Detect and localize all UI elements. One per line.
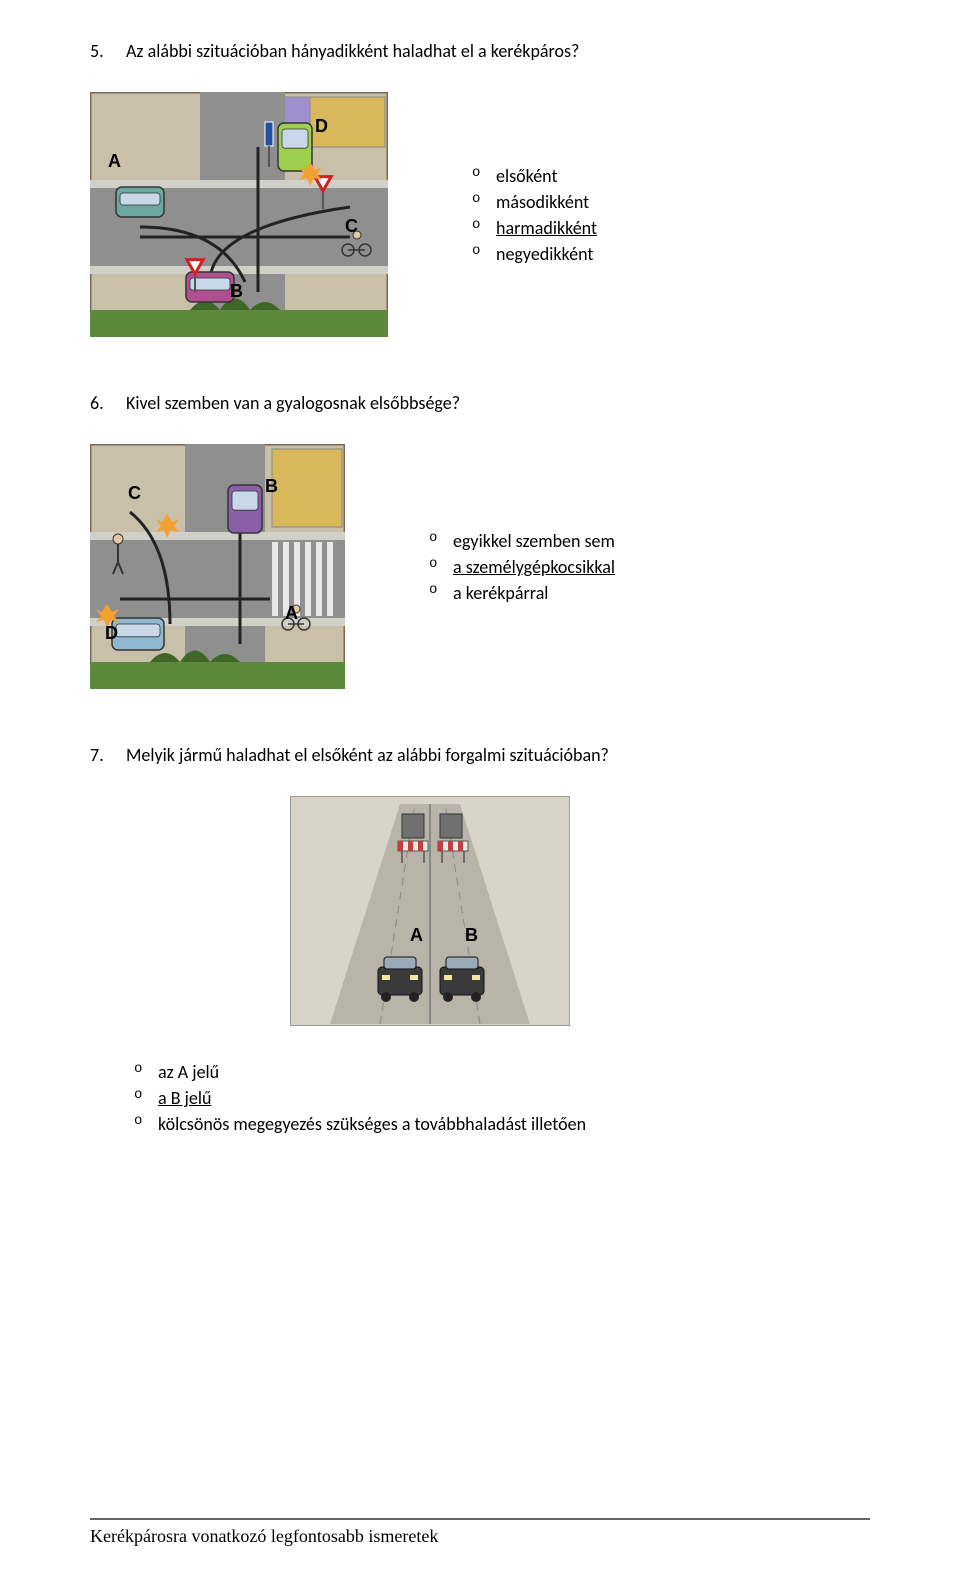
- svg-text:B: B: [230, 281, 243, 301]
- question-6: 6. Kivel szemben van a gyalogosnak elsőb…: [90, 392, 870, 694]
- svg-text:A: A: [410, 925, 423, 945]
- option-item[interactable]: másodikként: [472, 191, 597, 213]
- svg-text:A: A: [285, 603, 298, 623]
- svg-text:A: A: [108, 151, 121, 171]
- question-5: 5. Az alábbi szituációban hányadikként h…: [90, 40, 870, 342]
- question-7: 7. Melyik jármű haladhat el elsőként az …: [90, 744, 870, 1135]
- footer-text: Kerékpárosra vonatkozó legfontosabb isme…: [90, 1526, 870, 1547]
- question-text: Kivel szemben van a gyalogosnak elsőbbsé…: [126, 392, 870, 414]
- q7-traffic-image: AB: [290, 796, 870, 1031]
- option-item[interactable]: elsőként: [472, 165, 597, 187]
- svg-text:B: B: [465, 925, 478, 945]
- option-item[interactable]: harmadikként: [472, 217, 597, 239]
- option-item[interactable]: a személygépkocsikkal: [429, 556, 615, 578]
- question-number: 5.: [90, 40, 126, 62]
- q5-traffic-image: A B C D: [90, 92, 388, 342]
- svg-text:D: D: [315, 116, 328, 136]
- q5-options: elsőként másodikként harmadikként negyed…: [428, 165, 597, 269]
- question-number: 7.: [90, 744, 126, 766]
- q6-options: egyikkel szemben sem a személygépkocsikk…: [385, 530, 615, 608]
- option-item[interactable]: a B jelű: [134, 1087, 870, 1109]
- svg-text:D: D: [105, 623, 118, 643]
- option-item[interactable]: a kerékpárral: [429, 582, 615, 604]
- question-text: Az alábbi szituációban hányadikként hala…: [126, 40, 870, 62]
- svg-text:C: C: [345, 216, 358, 236]
- q6-traffic-image: A B C D: [90, 444, 345, 694]
- option-item[interactable]: kölcsönös megegyezés szükséges a továbbh…: [134, 1113, 870, 1135]
- q7-options: az A jelű a B jelű kölcsönös megegyezés …: [90, 1061, 870, 1135]
- svg-text:C: C: [128, 483, 141, 503]
- question-text: Melyik jármű haladhat el elsőként az alá…: [126, 744, 870, 766]
- option-item[interactable]: egyikkel szemben sem: [429, 530, 615, 552]
- option-item[interactable]: negyedikként: [472, 243, 597, 265]
- question-number: 6.: [90, 392, 126, 414]
- option-item[interactable]: az A jelű: [134, 1061, 870, 1083]
- svg-text:B: B: [265, 476, 278, 496]
- footer-divider: [90, 1518, 870, 1520]
- page-footer: Kerékpárosra vonatkozó legfontosabb isme…: [90, 1518, 870, 1547]
